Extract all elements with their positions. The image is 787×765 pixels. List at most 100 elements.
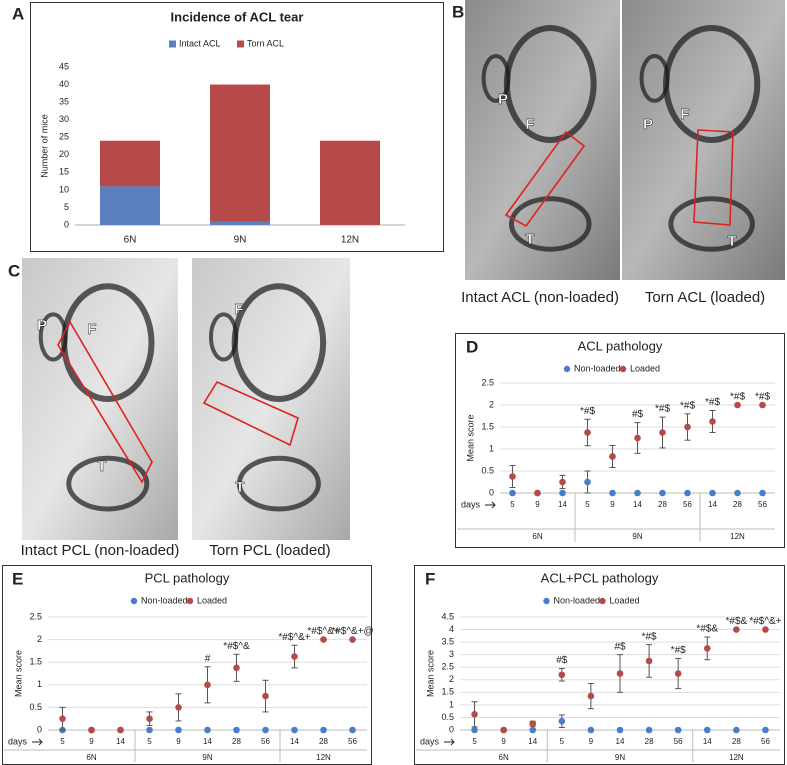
anatomy-label: T <box>727 233 736 250</box>
x-tick-label: 9 <box>501 737 506 746</box>
y-axis-label: Mean score <box>425 650 435 697</box>
x-tick-label: 56 <box>758 500 767 509</box>
x-label-arrow <box>485 501 496 509</box>
significance-label: *#$ <box>680 400 695 411</box>
bone <box>509 196 592 252</box>
y-tick-label: 10 <box>59 184 69 194</box>
chart-title: Incidence of ACL tear <box>171 9 304 24</box>
data-point <box>146 726 153 734</box>
x-tick-label: 56 <box>348 737 357 746</box>
y-tick-label: 1 <box>449 699 454 709</box>
significance-label: *#$^&+ <box>749 616 781 627</box>
anatomy-label: F <box>680 106 689 123</box>
data-point <box>262 692 269 700</box>
legend-label: Non-loaded <box>141 595 188 605</box>
x-tick-label: 5 <box>585 500 590 509</box>
data-point <box>703 645 711 652</box>
x-tick-label: 5 <box>472 737 477 746</box>
data-point <box>587 726 595 734</box>
y-tick-label: 0 <box>489 487 494 497</box>
x-tick-label: 14 <box>633 500 642 509</box>
data-point <box>684 489 691 497</box>
y-tick-label: 0.5 <box>481 465 494 475</box>
y-tick-label: 30 <box>59 114 69 124</box>
data-point <box>645 657 653 665</box>
data-point <box>471 726 478 734</box>
group-label: 9N <box>615 753 625 762</box>
data-point <box>349 636 356 643</box>
roi-box <box>504 130 586 228</box>
x-label-arrow <box>444 738 455 746</box>
data-point <box>320 636 327 643</box>
data-point <box>233 726 240 734</box>
y-tick-label: 3 <box>449 649 454 659</box>
data-point <box>659 429 666 436</box>
bone <box>668 196 755 252</box>
data-point <box>616 726 624 734</box>
bar-segment <box>210 84 270 222</box>
y-tick-label: 2.5 <box>481 377 494 387</box>
anatomy-label: P <box>643 116 653 133</box>
data-point <box>558 717 566 725</box>
significance-label: *#$ <box>755 392 770 403</box>
data-point <box>659 489 666 497</box>
bone <box>208 312 239 362</box>
anatomy-label: T <box>235 479 244 496</box>
y-tick-label: 0 <box>449 724 454 734</box>
x-tick-label: 12N <box>341 235 359 246</box>
significance-label: *#$& <box>696 624 718 635</box>
image-caption: Torn PCL (loaded) <box>209 542 330 559</box>
data-point <box>204 726 211 734</box>
y-axis-label: Mean score <box>13 650 23 697</box>
legend-marker <box>599 597 606 605</box>
x-tick-label: 14 <box>558 500 567 509</box>
x-tick-label: 9 <box>89 737 94 746</box>
legend-label: Loaded <box>630 363 660 373</box>
x-tick-label: 28 <box>645 737 654 746</box>
x-tick-label: 28 <box>658 500 667 509</box>
x-tick-label: 9N <box>234 235 247 246</box>
data-point <box>587 692 595 700</box>
x-axis-label: days <box>420 736 440 746</box>
image-caption: Intact PCL (non-loaded) <box>21 542 180 559</box>
y-tick-label: 35 <box>59 96 69 106</box>
legend-swatch <box>169 40 176 48</box>
y-tick-label: 2.5 <box>441 662 454 672</box>
data-point <box>291 653 298 660</box>
panel-letter: E <box>12 569 23 588</box>
significance-label: *#$ <box>642 631 657 642</box>
significance-label: *#$ <box>705 397 720 408</box>
image-caption: Intact ACL (non-loaded) <box>461 289 619 306</box>
y-tick-label: 1 <box>37 679 42 689</box>
roi-box <box>693 129 734 226</box>
data-point <box>146 715 153 722</box>
data-point <box>584 478 591 486</box>
data-point <box>500 726 507 734</box>
x-tick-label: 14 <box>290 737 299 746</box>
x-tick-label: 28 <box>232 737 241 746</box>
x-tick-label: 9 <box>610 500 615 509</box>
roi-box <box>57 320 153 484</box>
panel-letter: D <box>466 337 478 356</box>
data-point <box>709 418 716 425</box>
x-tick-label: 28 <box>733 500 742 509</box>
panel-letter: F <box>425 569 435 588</box>
significance-label: *#$ <box>671 645 686 656</box>
data-point <box>733 626 740 633</box>
y-tick-label: 45 <box>59 61 69 71</box>
bone <box>481 54 511 103</box>
legend-label: Loaded <box>197 595 227 605</box>
bar-segment <box>320 140 380 225</box>
image-caption: Torn ACL (loaded) <box>645 289 765 306</box>
y-tick-label: 4 <box>449 624 454 634</box>
data-point <box>175 704 182 711</box>
y-tick-label: 0 <box>37 724 42 734</box>
group-label: 9N <box>202 753 212 762</box>
y-tick-label: 0.5 <box>441 712 454 722</box>
data-point <box>684 423 691 431</box>
anatomy-label: F <box>234 301 243 318</box>
bar-segment <box>210 221 270 225</box>
significance-label: *#$ <box>655 404 670 415</box>
legend-marker <box>130 597 138 605</box>
